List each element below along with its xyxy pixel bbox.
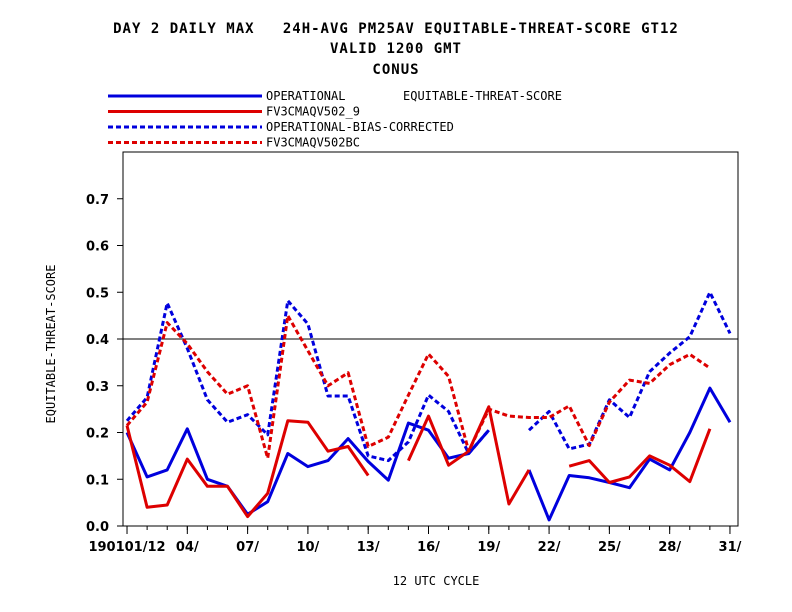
- y-tick-label: 0.2: [86, 427, 109, 442]
- x-axis-label: 12 UTC CYCLE: [393, 574, 480, 588]
- y-tick-label: 0.6: [86, 240, 109, 255]
- x-tick-label: 190101/12: [88, 540, 165, 555]
- series-fv3cmaqv502bc: [125, 314, 711, 460]
- series-line: [568, 428, 712, 484]
- series-line: [527, 386, 732, 522]
- series-line: [125, 421, 490, 516]
- x-tick-label: 28/: [658, 540, 681, 555]
- series-line: [527, 290, 732, 451]
- legend-title: EQUITABLE-THREAT-SCORE: [403, 89, 562, 103]
- series-line: [125, 314, 711, 460]
- x-tick-label: 31/: [719, 540, 742, 555]
- chart-title-line1: DAY 2 DAILY MAX 24H-AVG PM25AV EQUITABLE…: [113, 21, 679, 37]
- series-line: [125, 419, 370, 519]
- y-axis-label: EQUITABLE-THREAT-SCORE: [44, 265, 58, 424]
- y-tick-label: 0.3: [86, 380, 109, 395]
- y-tick-label: 0.0: [86, 520, 109, 535]
- legend-entry: OPERATIONAL: [266, 89, 345, 103]
- legend-entry: FV3CMAQV502_9: [266, 105, 360, 119]
- x-tick-label: 10/: [296, 540, 319, 555]
- chart-title-line3: CONUS: [372, 62, 420, 78]
- y-tick-label: 0.1: [86, 473, 109, 488]
- legend-entry: FV3CMAQV502BC: [266, 136, 360, 150]
- series-line: [407, 405, 531, 506]
- y-tick-label: 0.4: [86, 333, 109, 348]
- series-line: [125, 299, 490, 463]
- chart-title-line2: VALID 1200 GMT: [329, 41, 462, 57]
- x-tick-label: 13/: [357, 540, 380, 555]
- x-tick-label: 16/: [417, 540, 440, 555]
- series-fv3cmaqv502-9: [125, 405, 712, 519]
- x-tick-label: 19/: [477, 540, 500, 555]
- x-tick-label: 25/: [598, 540, 621, 555]
- y-tick-label: 0.5: [86, 286, 109, 301]
- x-tick-label: 07/: [236, 540, 259, 555]
- x-tick-label: 22/: [538, 540, 561, 555]
- y-tick-label: 0.7: [86, 193, 109, 208]
- series-operational-bias-corrected: [125, 290, 732, 463]
- series-operational: [125, 386, 732, 522]
- x-tick-label: 04/: [176, 540, 199, 555]
- legend-entry: OPERATIONAL-BIAS-CORRECTED: [266, 120, 454, 134]
- legend: OPERATIONAL FV3CMAQV502_9OPERATIONAL-BIAS…: [108, 89, 562, 150]
